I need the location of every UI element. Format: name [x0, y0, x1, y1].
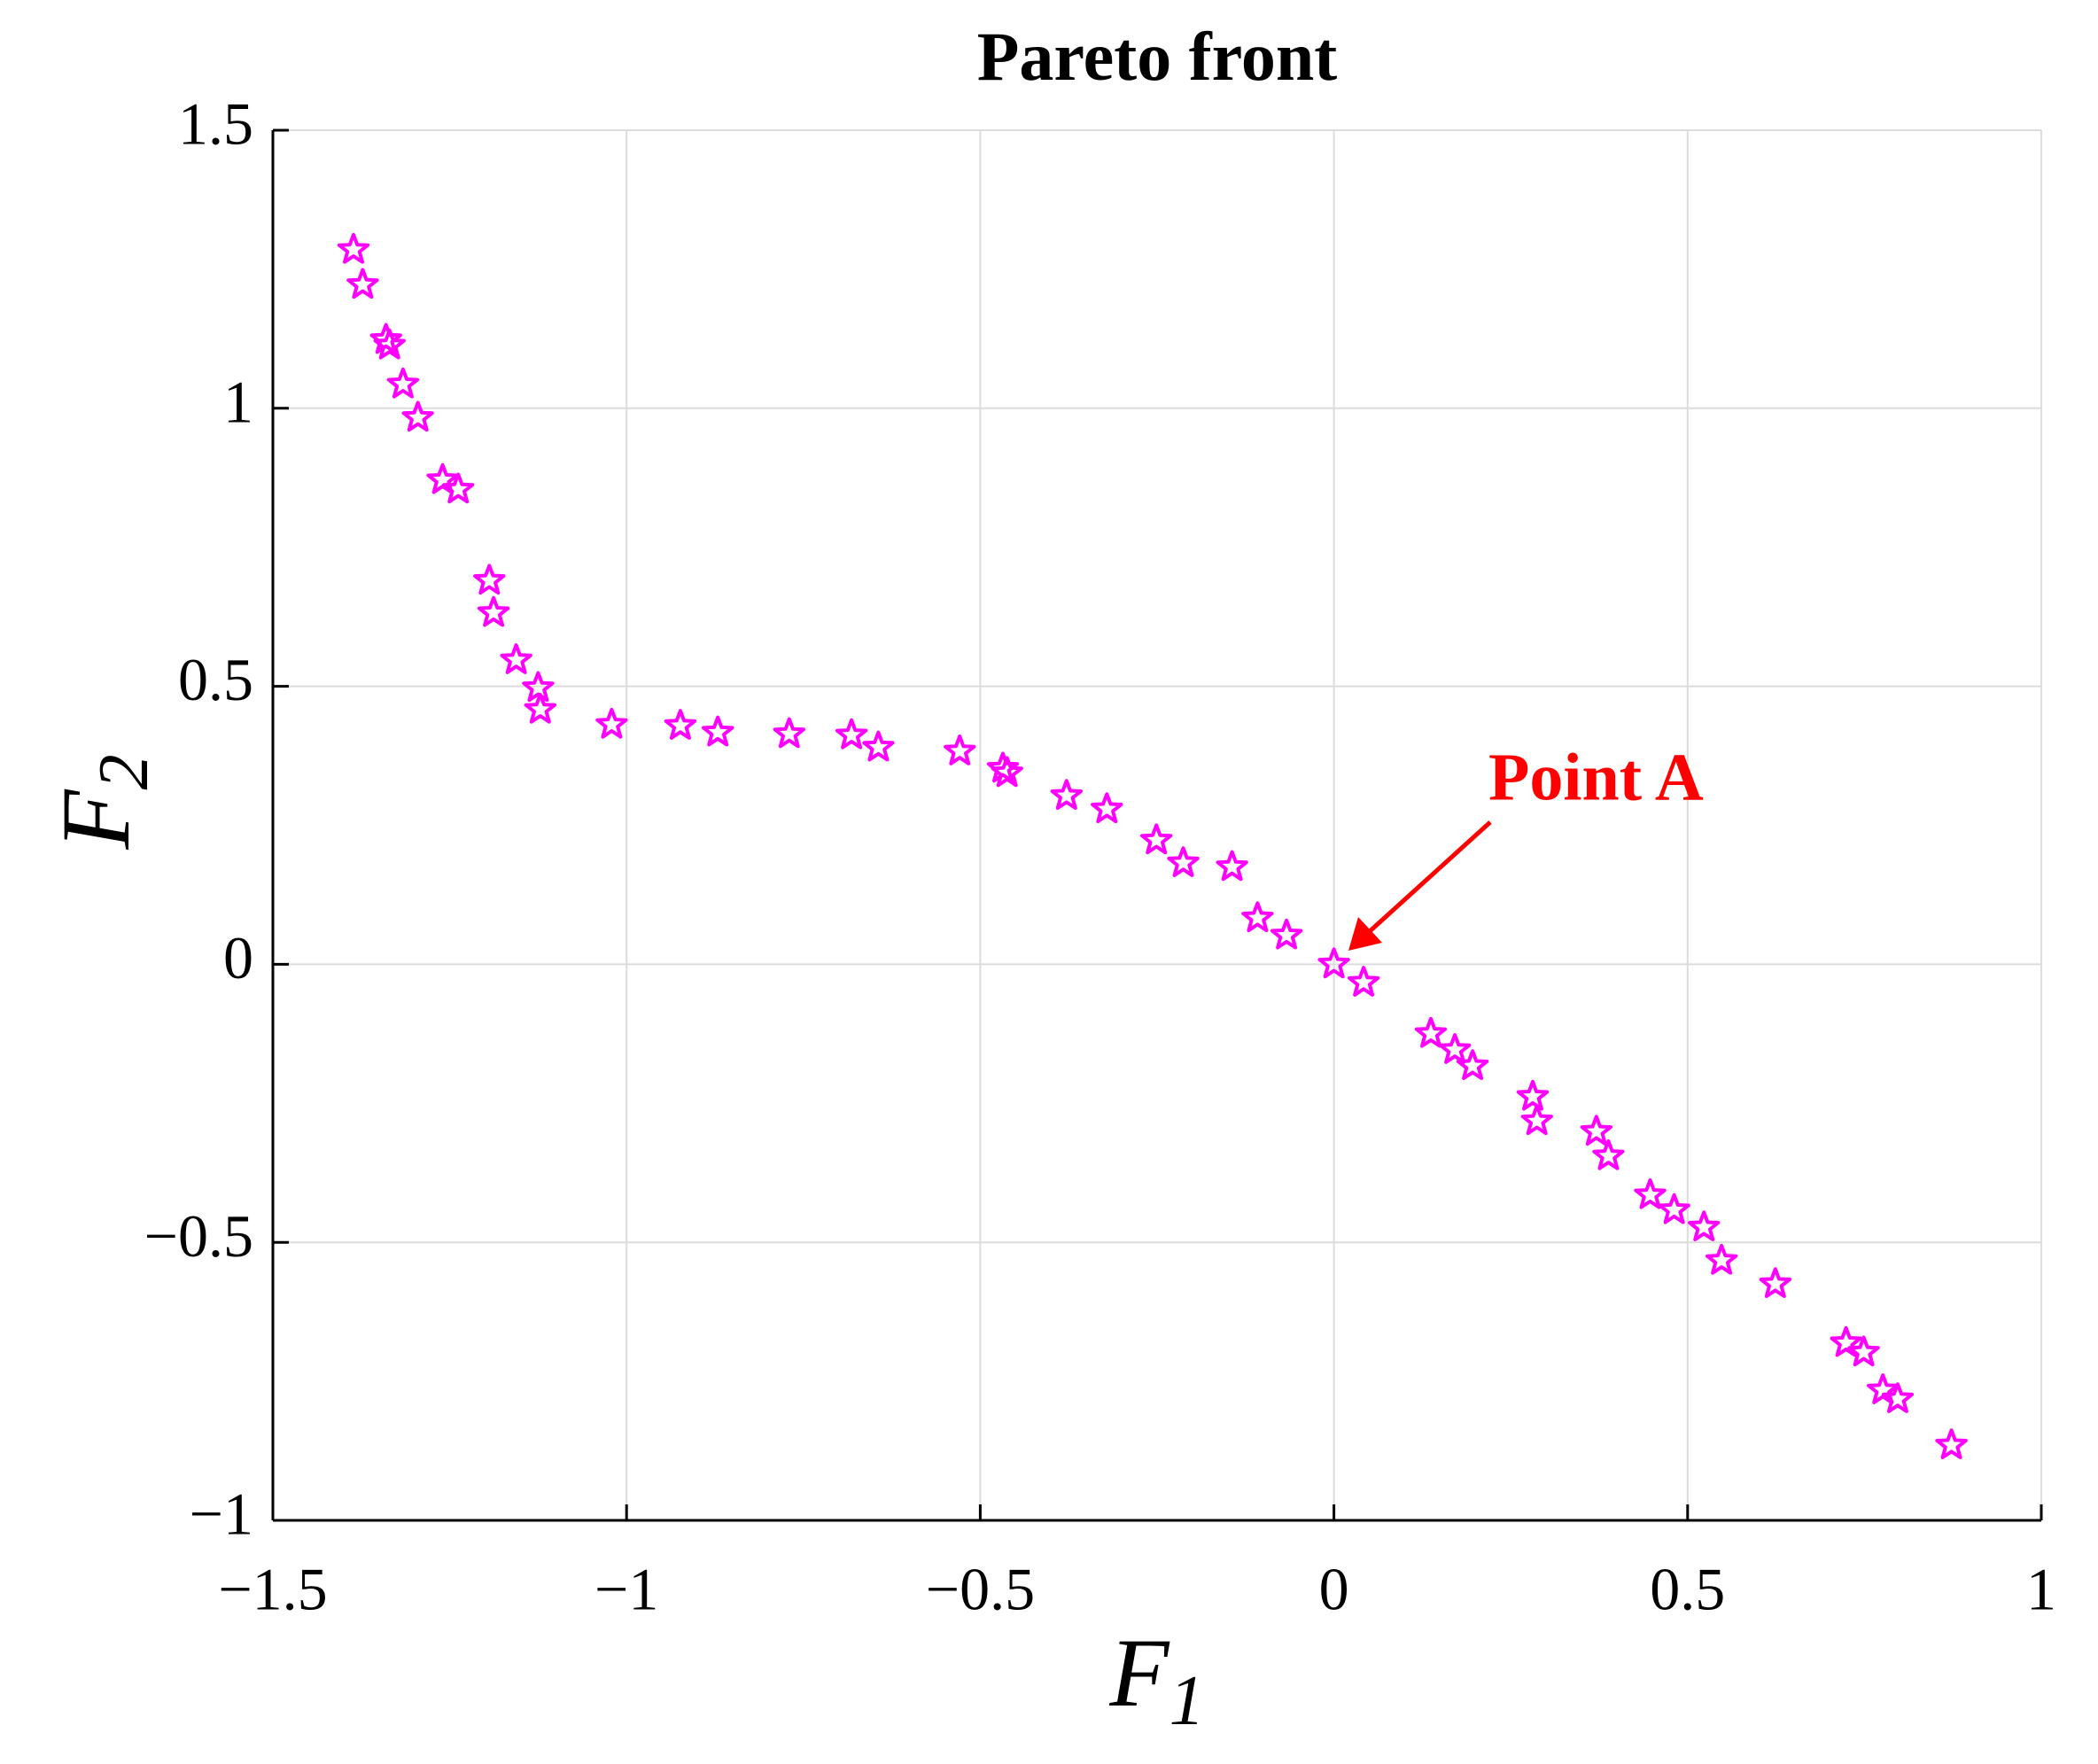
point: [1516, 1079, 1550, 1111]
y-tick-label: 1.5: [178, 90, 253, 158]
point: [1167, 846, 1200, 877]
point: [522, 671, 555, 703]
point: [1241, 901, 1274, 933]
annotation-arrow: [1367, 820, 1492, 934]
point: [1050, 779, 1083, 810]
point: [702, 715, 734, 747]
point: [1270, 918, 1303, 950]
y-axis-label-sub: 2: [85, 754, 163, 789]
point: [944, 734, 976, 765]
y-axis-label-main: F: [42, 789, 150, 851]
chart-title: Pareto front: [977, 18, 1338, 95]
point: [1867, 1373, 1900, 1404]
point: [1317, 947, 1350, 979]
point: [1759, 1267, 1791, 1298]
x-tick-label: 0.5: [1650, 1556, 1725, 1623]
point: [346, 268, 379, 299]
point: [1348, 966, 1380, 997]
point: [373, 328, 406, 360]
x-axis-label: F1: [1108, 1619, 1204, 1740]
y-axis-label: F2: [42, 754, 163, 850]
annotation: Point A: [1488, 740, 1704, 814]
point: [1935, 1428, 1968, 1459]
x-axis-label-main: F: [1108, 1619, 1170, 1727]
point: [1881, 1382, 1915, 1413]
point: [1456, 1049, 1489, 1080]
y-tick-label: −1: [190, 1480, 253, 1548]
point: [1439, 1033, 1472, 1064]
y-tick-label: 0.5: [178, 646, 253, 713]
point: [1140, 823, 1173, 855]
x-tick-label: 1: [2026, 1556, 2056, 1623]
point: [524, 693, 556, 724]
point: [991, 756, 1023, 788]
x-tick-label: −0.5: [926, 1556, 1035, 1623]
point: [1658, 1193, 1690, 1224]
point: [401, 400, 434, 432]
point: [1634, 1177, 1667, 1209]
point: [473, 563, 506, 595]
x-tick-label: −1.5: [218, 1556, 327, 1623]
point: [773, 717, 805, 749]
point: [664, 709, 696, 740]
point: [1520, 1104, 1553, 1136]
point: [1091, 792, 1123, 824]
point: [477, 595, 510, 627]
y-tick-label: 1: [223, 368, 253, 435]
y-tick-label: −0.5: [144, 1202, 253, 1270]
point: [500, 643, 532, 674]
point: [1414, 1016, 1448, 1048]
point: [1688, 1210, 1721, 1241]
point: [337, 232, 370, 264]
point: [1580, 1115, 1612, 1146]
point: [426, 462, 459, 494]
x-axis-label-sub: 1: [1169, 1662, 1205, 1740]
y-tick-label: 0: [223, 924, 253, 991]
point: [595, 707, 628, 739]
point: [442, 472, 475, 504]
annotation-arrowhead: [1348, 917, 1382, 951]
point: [986, 751, 1020, 783]
point: [862, 730, 895, 762]
point: [369, 322, 402, 354]
point: [1847, 1335, 1880, 1367]
x-tick-label: 0: [1319, 1556, 1349, 1623]
point: [835, 718, 868, 750]
point: [386, 367, 420, 399]
x-tick-label: −1: [594, 1556, 658, 1623]
point: [1830, 1325, 1862, 1357]
point: [1706, 1243, 1738, 1275]
point: [1216, 850, 1248, 882]
point: [1592, 1138, 1625, 1170]
